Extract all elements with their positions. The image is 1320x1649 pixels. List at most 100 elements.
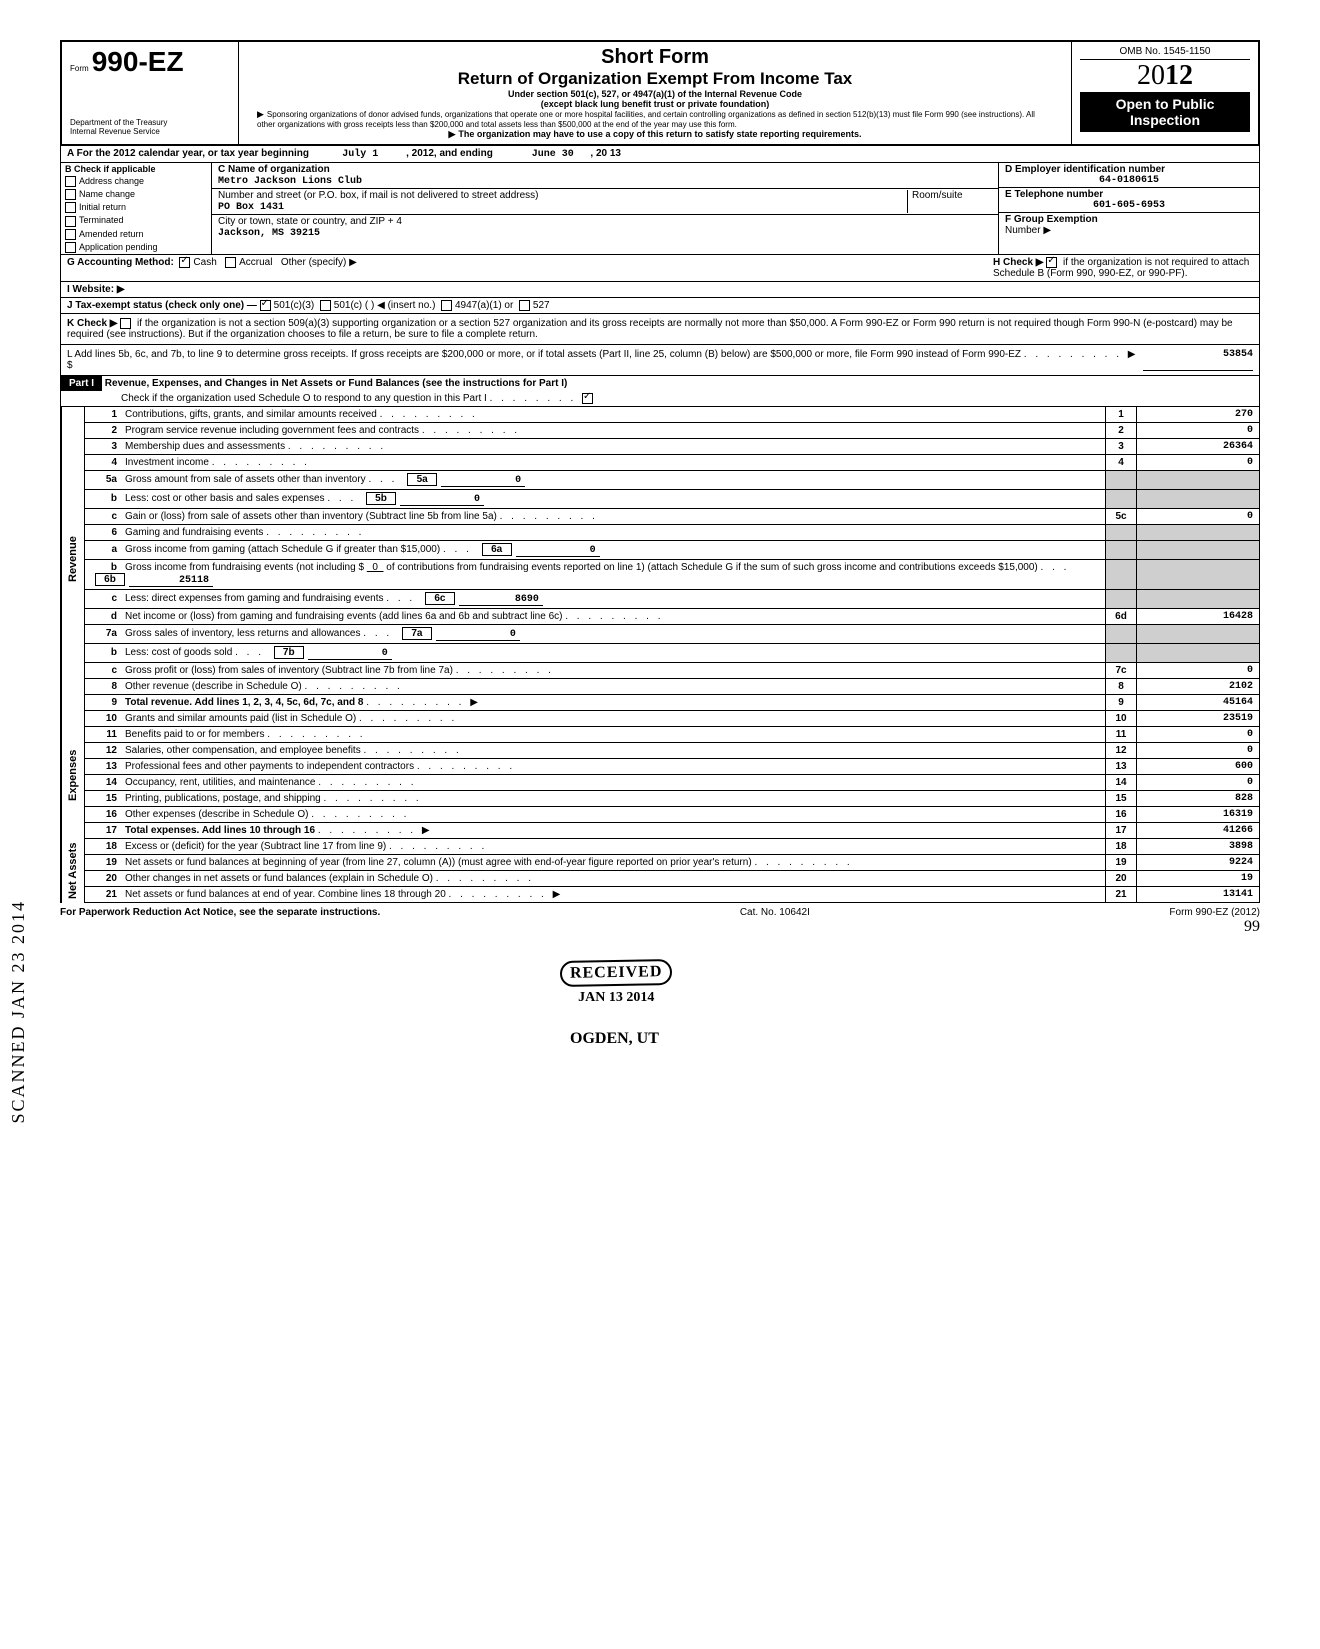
h-label: H Check ▶: [993, 257, 1043, 268]
part1-header-row: Part I Revenue, Expenses, and Changes in…: [60, 376, 1260, 407]
line-l4: 4Investment income . . . . . . . . . 40: [84, 455, 1260, 471]
city: Jackson, MS 39215: [218, 228, 320, 239]
j-o2-check[interactable]: [320, 300, 331, 311]
part1-check[interactable]: [582, 393, 593, 404]
j-o3-check[interactable]: [441, 300, 452, 311]
ogden-stamp: OGDEN, UT: [570, 1030, 659, 1048]
b-opt-3[interactable]: Terminated: [61, 214, 211, 227]
line-l8: 8Other revenue (describe in Schedule O) …: [84, 679, 1260, 695]
row-g: G Accounting Method: Cash Accrual Other …: [60, 255, 1260, 282]
row-a: A For the 2012 calendar year, or tax yea…: [60, 146, 1260, 163]
revenue-side-label: Revenue: [61, 407, 84, 711]
year-prefix: 20: [1137, 60, 1165, 91]
footer-right: Form 990-EZ (2012): [1169, 907, 1260, 918]
line-l5a: 5aGross amount from sale of assets other…: [84, 471, 1260, 490]
l-text: L Add lines 5b, 6c, and 7b, to line 9 to…: [67, 349, 1021, 360]
e-label: E Telephone number: [1005, 189, 1103, 200]
return-title: Return of Organization Exempt From Incom…: [247, 69, 1063, 89]
line-l5b: bLess: cost or other basis and sales exp…: [84, 490, 1260, 509]
line-l16: 16Other expenses (describe in Schedule O…: [84, 807, 1260, 823]
line-l12: 12Salaries, other compensation, and empl…: [84, 743, 1260, 759]
f-label: F Group Exemption: [1005, 214, 1098, 225]
line-l17: 17Total expenses. Add lines 10 through 1…: [84, 823, 1260, 839]
line-l18: 18Excess or (deficit) for the year (Subt…: [84, 839, 1260, 855]
row-a-begin: July 1: [342, 149, 378, 160]
b-header: B Check if applicable: [61, 163, 211, 175]
sub-4: The organization may have to use a copy …: [247, 129, 1063, 140]
k-text: if the organization is not a section 509…: [67, 318, 1233, 340]
section-b: B Check if applicable Address change Nam…: [60, 163, 1260, 255]
g-label: G Accounting Method:: [67, 257, 174, 268]
c-label: C Name of organization: [218, 164, 330, 175]
l-value: 53854: [1143, 349, 1253, 371]
ein: 64-0180615: [1005, 175, 1253, 186]
row-j: J Tax-exempt status (check only one) — 5…: [60, 298, 1260, 314]
sub-3: Sponsoring organizations of donor advise…: [247, 109, 1063, 129]
short-form-title: Short Form: [247, 46, 1063, 69]
row-a-tail: , 20 13: [590, 148, 621, 159]
street-label: Number and street (or P.O. box, if mail …: [218, 190, 539, 201]
line-l11: 11Benefits paid to or for members . . . …: [84, 727, 1260, 743]
footer-left: For Paperwork Reduction Act Notice, see …: [60, 907, 380, 918]
line-l1: 1Contributions, gifts, grants, and simil…: [84, 407, 1260, 423]
line-l19: 19Net assets or fund balances at beginni…: [84, 855, 1260, 871]
b-opt-4[interactable]: Amended return: [61, 228, 211, 241]
sub-2: (except black lung benefit trust or priv…: [247, 99, 1063, 109]
part1-title: Revenue, Expenses, and Changes in Net As…: [105, 378, 568, 389]
line-l15: 15Printing, publications, postage, and s…: [84, 791, 1260, 807]
revenue-section: Revenue 1Contributions, gifts, grants, a…: [60, 407, 1260, 711]
line-l6a: aGross income from gaming (attach Schedu…: [84, 541, 1260, 560]
line-l6b: bGross income from fundraising events (n…: [84, 560, 1260, 590]
open-public-2: Inspection: [1084, 112, 1246, 128]
g-cash-check[interactable]: [179, 257, 190, 268]
line-l20: 20Other changes in net assets or fund ba…: [84, 871, 1260, 887]
received-stamp: RECEIVED JAN 13 2014: [560, 960, 672, 1006]
form-header: Form 990-EZ Department of the Treasury I…: [60, 40, 1260, 146]
j-o4-check[interactable]: [519, 300, 530, 311]
line-l3: 3Membership dues and assessments . . . .…: [84, 439, 1260, 455]
line-l7a: 7aGross sales of inventory, less returns…: [84, 625, 1260, 644]
netassets-section: Net Assets 18Excess or (deficit) for the…: [60, 839, 1260, 903]
sub-1: Under section 501(c), 527, or 4947(a)(1)…: [247, 89, 1063, 99]
line-l6d: dNet income or (loss) from gaming and fu…: [84, 609, 1260, 625]
row-k: K Check ▶ if the organization is not a s…: [60, 314, 1260, 345]
row-a-mid: , 2012, and ending: [406, 148, 493, 159]
b-opt-5[interactable]: Application pending: [61, 241, 211, 254]
line-l9: 9Total revenue. Add lines 1, 2, 3, 4, 5c…: [84, 695, 1260, 711]
part1-label: Part I: [61, 376, 102, 391]
b-opt-1[interactable]: Name change: [61, 188, 211, 201]
expenses-side-label: Expenses: [61, 711, 84, 839]
k-check[interactable]: [120, 318, 131, 329]
form-number: 990-EZ: [92, 46, 184, 77]
b-opt-0[interactable]: Address change: [61, 175, 211, 188]
h-check[interactable]: [1046, 257, 1057, 268]
g-accrual-check[interactable]: [225, 257, 236, 268]
j-o1-check[interactable]: [260, 300, 271, 311]
org-name: Metro Jackson Lions Club: [218, 176, 362, 187]
line-l6c: cLess: direct expenses from gaming and f…: [84, 590, 1260, 609]
form-prefix: Form: [70, 64, 89, 73]
i-label: I Website: ▶: [67, 284, 125, 295]
row-a-label: A For the 2012 calendar year, or tax yea…: [67, 148, 309, 159]
j-label: J Tax-exempt status (check only one) —: [67, 300, 257, 311]
row-a-end: June 30: [532, 149, 574, 160]
dept-1: Department of the Treasury: [70, 118, 230, 127]
f-label2: Number ▶: [1005, 225, 1051, 236]
dept-2: Internal Revenue Service: [70, 127, 230, 136]
expenses-section: Expenses 10Grants and similar amounts pa…: [60, 711, 1260, 839]
line-l13: 13Professional fees and other payments t…: [84, 759, 1260, 775]
line-l2: 2Program service revenue including gover…: [84, 423, 1260, 439]
city-label: City or town, state or country, and ZIP …: [218, 216, 402, 227]
open-public-1: Open to Public: [1084, 96, 1246, 112]
k-label: K Check ▶: [67, 318, 117, 329]
d-label: D Employer identification number: [1005, 164, 1165, 175]
page-num: 99: [60, 918, 1260, 936]
line-l6: 6Gaming and fundraising events . . . . .…: [84, 525, 1260, 541]
b-opt-2[interactable]: Initial return: [61, 201, 211, 214]
line-l7c: cGross profit or (loss) from sales of in…: [84, 663, 1260, 679]
room-label: Room/suite: [907, 190, 992, 213]
line-l21: 21Net assets or fund balances at end of …: [84, 887, 1260, 903]
netassets-side-label: Net Assets: [61, 839, 84, 903]
omb-number: OMB No. 1545-1150: [1080, 46, 1250, 60]
line-l7b: bLess: cost of goods sold . . . 7b0: [84, 644, 1260, 663]
